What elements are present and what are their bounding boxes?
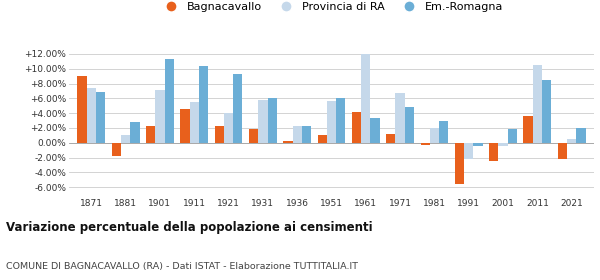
Bar bbox=[523, 116, 533, 143]
Bar bbox=[77, 76, 86, 143]
Bar bbox=[96, 92, 105, 143]
Bar bbox=[190, 102, 199, 143]
Bar bbox=[249, 129, 258, 143]
Legend: Bagnacavallo, Provincia di RA, Em.-Romagna: Bagnacavallo, Provincia di RA, Em.-Romag… bbox=[155, 0, 508, 17]
Bar bbox=[370, 118, 380, 143]
Bar bbox=[155, 90, 164, 143]
Bar bbox=[567, 139, 577, 143]
Bar bbox=[130, 122, 140, 143]
Bar bbox=[542, 80, 551, 143]
Bar bbox=[430, 128, 439, 143]
Bar bbox=[395, 93, 405, 143]
Bar bbox=[317, 135, 327, 143]
Bar bbox=[455, 143, 464, 184]
Bar bbox=[215, 126, 224, 143]
Bar bbox=[86, 88, 96, 143]
Bar bbox=[112, 143, 121, 156]
Bar bbox=[233, 74, 242, 143]
Bar bbox=[533, 65, 542, 143]
Bar bbox=[361, 54, 370, 143]
Bar bbox=[421, 143, 430, 145]
Bar bbox=[283, 141, 293, 143]
Bar bbox=[558, 143, 567, 159]
Bar bbox=[405, 107, 414, 143]
Bar bbox=[386, 134, 395, 143]
Bar bbox=[121, 135, 130, 143]
Bar bbox=[499, 143, 508, 146]
Bar bbox=[268, 98, 277, 143]
Bar bbox=[508, 129, 517, 143]
Bar bbox=[164, 59, 174, 143]
Bar bbox=[293, 126, 302, 143]
Bar bbox=[181, 109, 190, 143]
Bar bbox=[352, 113, 361, 143]
Bar bbox=[464, 143, 473, 159]
Bar bbox=[302, 127, 311, 143]
Bar bbox=[439, 121, 448, 143]
Bar bbox=[146, 127, 155, 143]
Bar bbox=[489, 143, 499, 161]
Bar bbox=[577, 128, 586, 143]
Bar bbox=[327, 101, 336, 143]
Bar bbox=[336, 98, 346, 143]
Text: COMUNE DI BAGNACAVALLO (RA) - Dati ISTAT - Elaborazione TUTTITALIA.IT: COMUNE DI BAGNACAVALLO (RA) - Dati ISTAT… bbox=[6, 262, 358, 271]
Text: Variazione percentuale della popolazione ai censimenti: Variazione percentuale della popolazione… bbox=[6, 221, 373, 234]
Bar bbox=[258, 100, 268, 143]
Bar bbox=[224, 113, 233, 143]
Bar bbox=[473, 143, 482, 146]
Bar bbox=[199, 66, 208, 143]
